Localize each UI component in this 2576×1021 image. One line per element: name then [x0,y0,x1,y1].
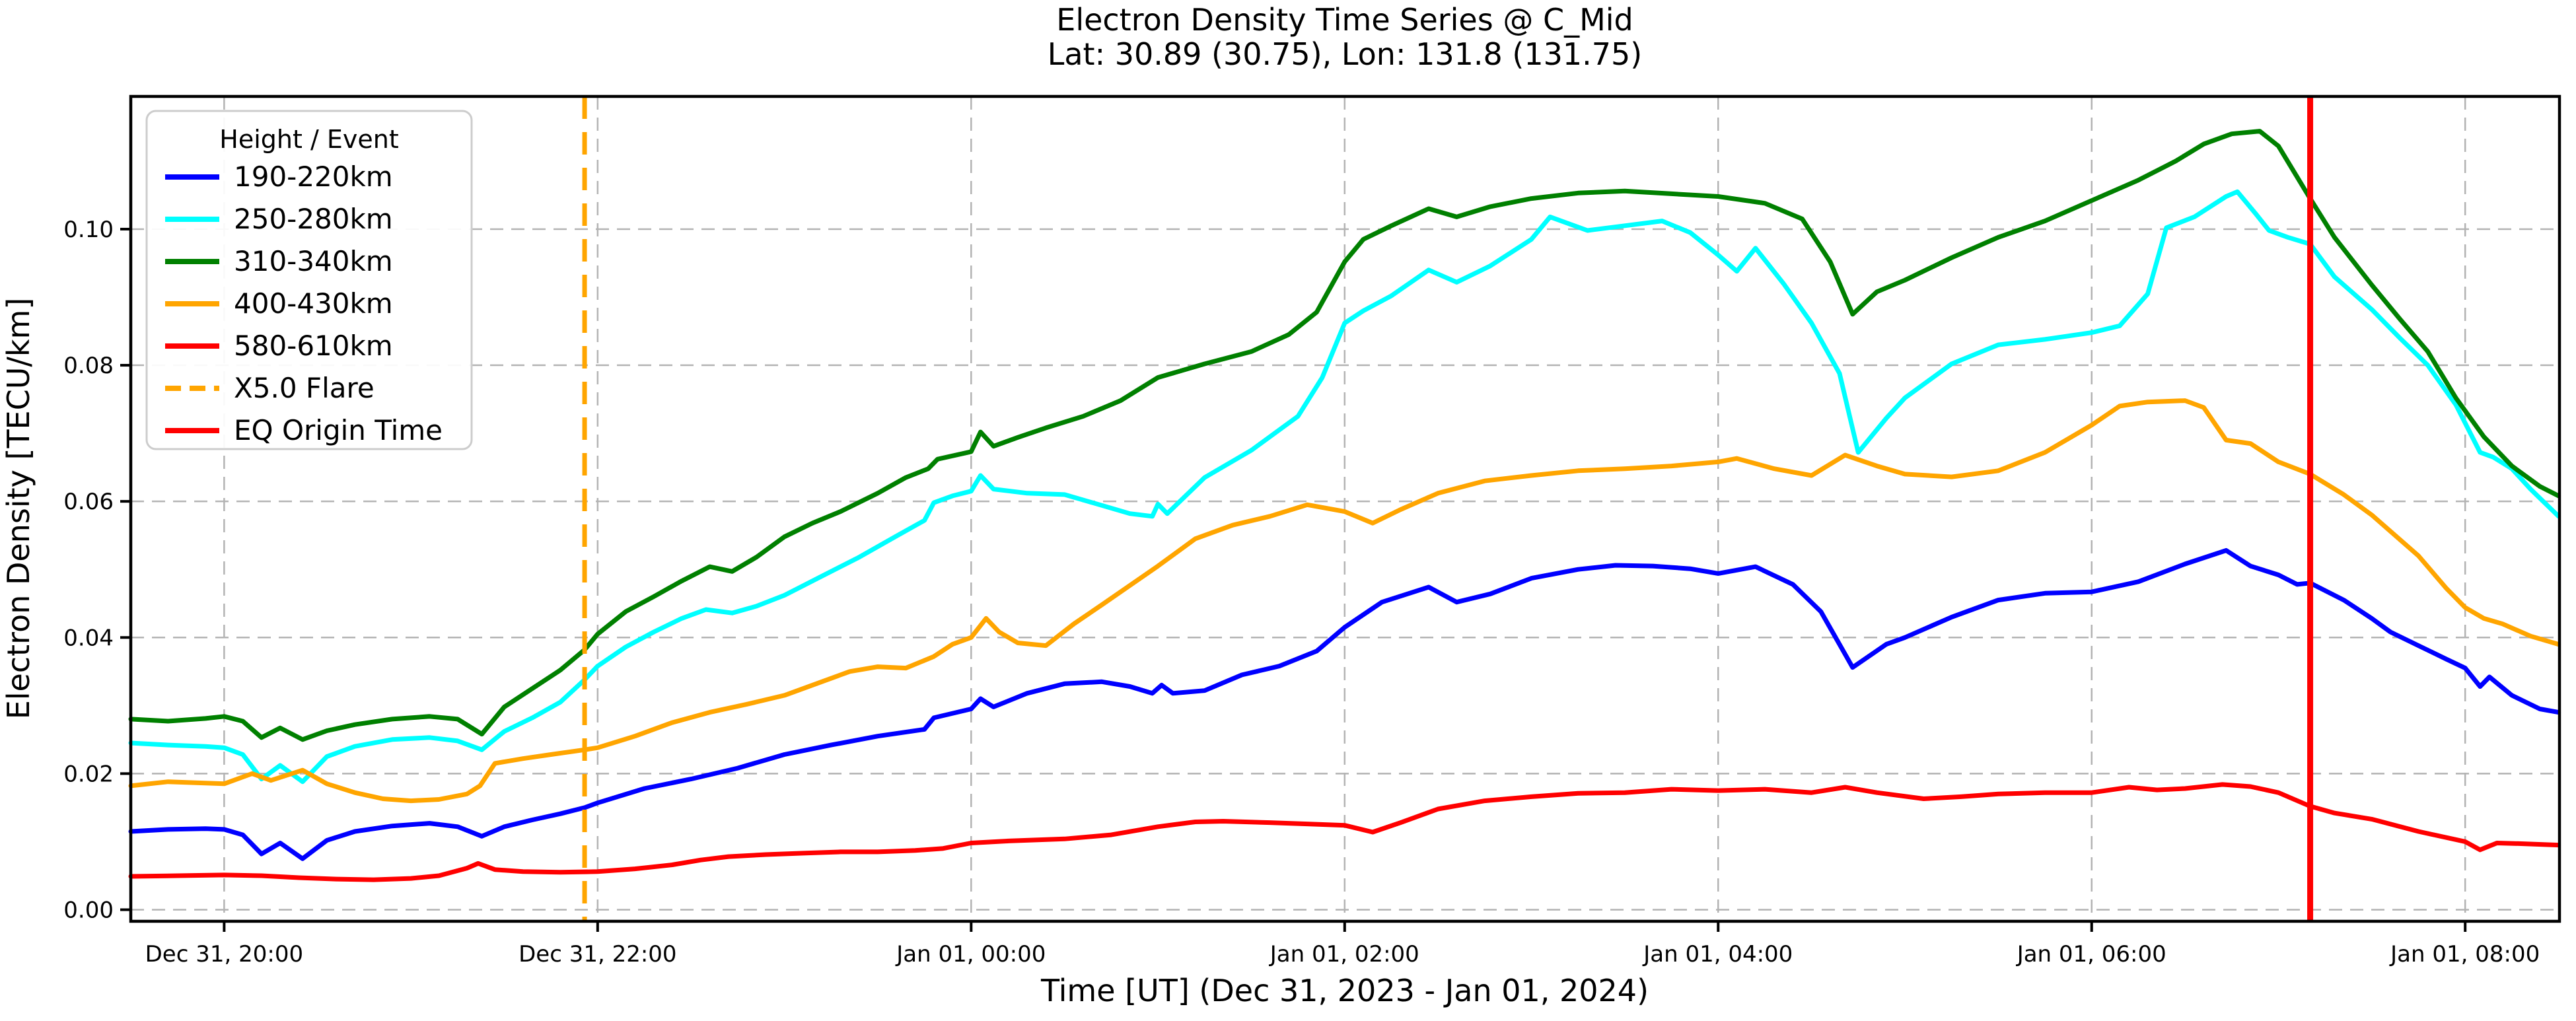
x-axis-label: Time [UT] (Dec 31, 2023 - Jan 01, 2024) [1040,973,1649,1008]
y-tick-label: 0.04 [63,625,114,651]
legend-item-eq-origin-time: EQ Origin Time [165,414,443,446]
event-layer [582,96,2314,921]
chart-title: Electron Density Time Series @ C_Mid [1056,2,1633,38]
grid-layer [131,96,2559,921]
y-tick-label: 0.00 [63,897,114,923]
x-tick-label: Jan 01, 06:00 [2016,941,2166,968]
legend-item-x5-0-flare: X5.0 Flare [165,372,375,404]
legend-item-label: EQ Origin Time [234,414,443,446]
series-310-340km-line [128,129,2561,742]
legend-layer: Height / Event 190-220km 250-280km 310-340k… [145,110,473,450]
chart-subtitle: Lat: 30.89 (30.75), Lon: 131.8 (131.75) [1048,36,1643,72]
legend-item-label: 310-340km [234,245,393,277]
x-tick-label: Jan 01, 08:00 [2389,941,2540,968]
x-tick-label: Dec 31, 20:00 [145,941,303,968]
legend-item-190-220km: 190-220km [165,160,393,193]
legend-box [145,110,473,450]
legend-item-580-610km: 580-610km [165,330,393,362]
y-tick-label: 0.06 [63,489,114,515]
legend-item-label: 400-430km [234,287,393,320]
legend-item-250-280km: 250-280km [165,203,393,235]
series-250-280km-line [128,189,2561,785]
legend-item-label: 190-220km [234,160,393,193]
plot-border [129,94,2561,923]
x-tick-label: Jan 01, 02:00 [1269,941,1419,968]
series-400-430km-line [128,398,2561,804]
y-tick-label: 0.08 [63,353,114,379]
legend-item-label: 250-280km [234,203,393,235]
legend-item-label: 580-610km [234,330,393,362]
series-580-610km-line [128,782,2561,882]
x-tick-label: Dec 31, 22:00 [519,941,676,968]
x-tick-label: Jan 01, 00:00 [895,941,1046,968]
axes-layer: Dec 31, 20:00 Dec 31, 22:00 Jan 01, 00:00 J… [63,94,2561,968]
y-axis-label: Electron Density [TECU/km] [1,298,36,720]
series-layer [128,129,2561,882]
legend-item-400-430km: 400-430km [165,287,393,320]
legend-title: Height / Event [219,125,398,154]
x-tick-label: Jan 01, 04:00 [1642,941,1793,968]
y-tick-label: 0.10 [63,217,114,243]
legend-item-label: X5.0 Flare [234,372,375,404]
y-tick-label: 0.02 [63,761,114,787]
legend-item-310-340km: 310-340km [165,245,393,277]
series-190-220km-line [128,547,2561,861]
